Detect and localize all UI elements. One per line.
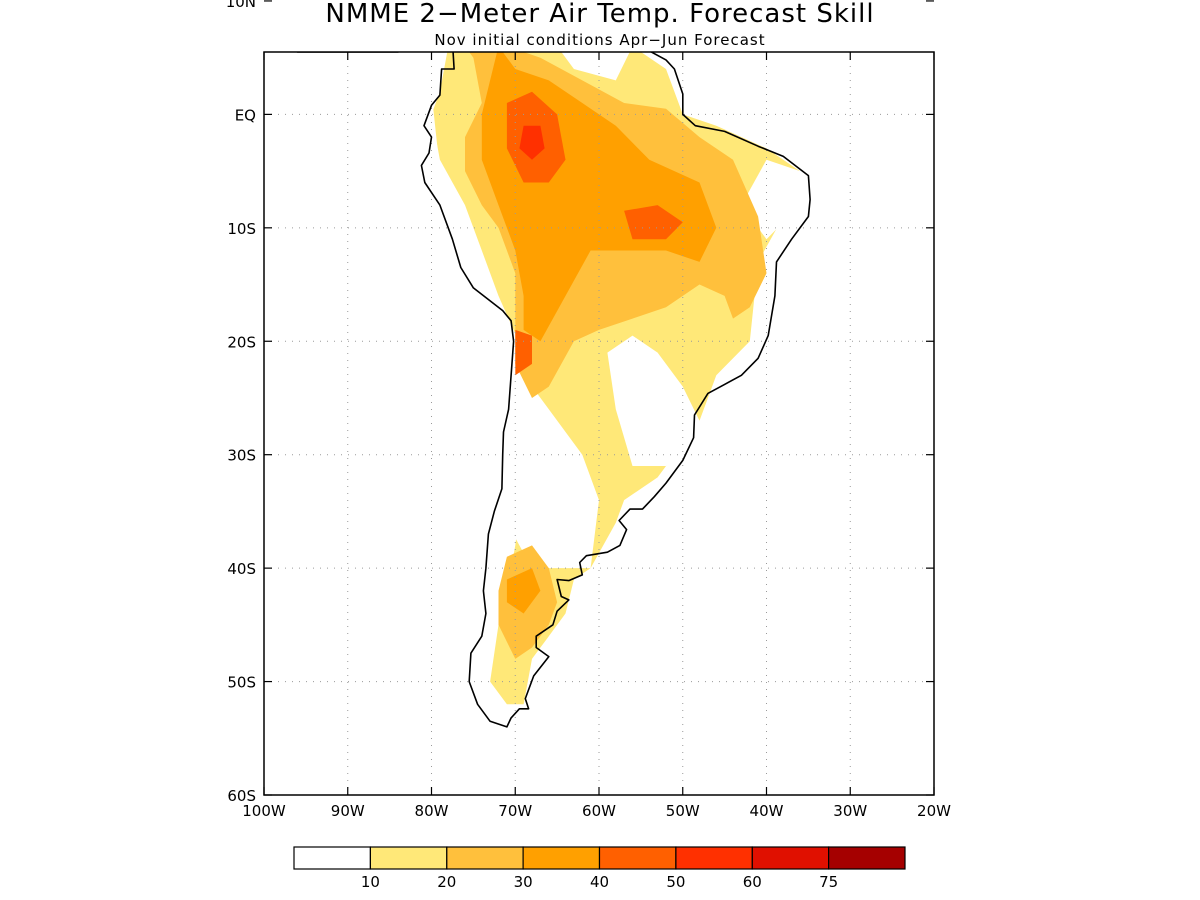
colorbar-swatch bbox=[369, 846, 448, 870]
lat-lon-gridlines bbox=[264, 52, 934, 795]
lon-tick-label: 70W bbox=[498, 802, 532, 820]
colorbar-swatch bbox=[293, 846, 372, 870]
lat-tick-label: 40S bbox=[227, 560, 256, 578]
lon-tick-label: 50W bbox=[666, 802, 700, 820]
lat-tick-label: 30S bbox=[227, 447, 256, 465]
lat-tick-label: 20S bbox=[227, 333, 256, 351]
skill-region-10 bbox=[515, 329, 532, 376]
map-subtitle: Nov initial conditions Apr−Jun Forecast bbox=[434, 31, 765, 49]
lat-tick-label: 50S bbox=[227, 674, 256, 692]
colorbar-label: 10 bbox=[361, 873, 380, 891]
lon-tick-label: 30W bbox=[833, 802, 867, 820]
map-axes: 100W 90W 80W 70W 60W 50W 40W 30W 20W 10N EQ 10S 20S 3… bbox=[226, 0, 951, 820]
colorbar-label: 40 bbox=[590, 873, 609, 891]
colorbar-swatch bbox=[446, 846, 524, 870]
skill-region-4 bbox=[398, 57, 440, 183]
colorbar-swatch bbox=[827, 846, 906, 870]
colorbar-label: 75 bbox=[819, 873, 838, 891]
lat-tick-label: EQ bbox=[235, 106, 256, 124]
colorbar-label: 20 bbox=[437, 873, 456, 891]
skill-region-2 bbox=[607, 335, 700, 466]
south-america-coastline bbox=[420, 52, 811, 728]
map-title: NMME 2−Meter Air Temp. Forecast Skill bbox=[325, 0, 874, 29]
skill-region-13 bbox=[506, 568, 541, 614]
colorbar-swatch bbox=[598, 846, 677, 870]
lon-tick-label: 20W bbox=[917, 802, 951, 820]
lon-tick-label: 80W bbox=[415, 802, 449, 820]
lat-tick-label: 60S bbox=[227, 787, 256, 805]
skill-region-1 bbox=[473, 341, 599, 569]
colorbar-swatch bbox=[675, 846, 753, 870]
skill-shading-layer bbox=[398, 52, 800, 705]
map-area bbox=[264, 52, 934, 795]
lon-tick-label: 60W bbox=[582, 802, 616, 820]
colorbar-label: 30 bbox=[514, 873, 533, 891]
skill-region-5 bbox=[561, 52, 630, 81]
lat-tick-label: 10S bbox=[227, 220, 256, 238]
lon-tick-label: 100W bbox=[242, 802, 286, 820]
lon-tick-label: 40W bbox=[750, 802, 784, 820]
colorbar: 10 20 30 40 50 60 75 bbox=[293, 846, 906, 891]
colorbar-swatch bbox=[522, 846, 601, 870]
lon-tick-label: 90W bbox=[331, 802, 365, 820]
colorbar-label: 50 bbox=[666, 873, 685, 891]
colorbar-label: 60 bbox=[743, 873, 762, 891]
skill-region-9 bbox=[624, 205, 683, 240]
colorbar-swatch bbox=[751, 846, 830, 870]
skill-region-11 bbox=[519, 125, 545, 160]
coastline-layer bbox=[296, 52, 811, 728]
lat-tick-label: 10N bbox=[226, 0, 256, 11]
